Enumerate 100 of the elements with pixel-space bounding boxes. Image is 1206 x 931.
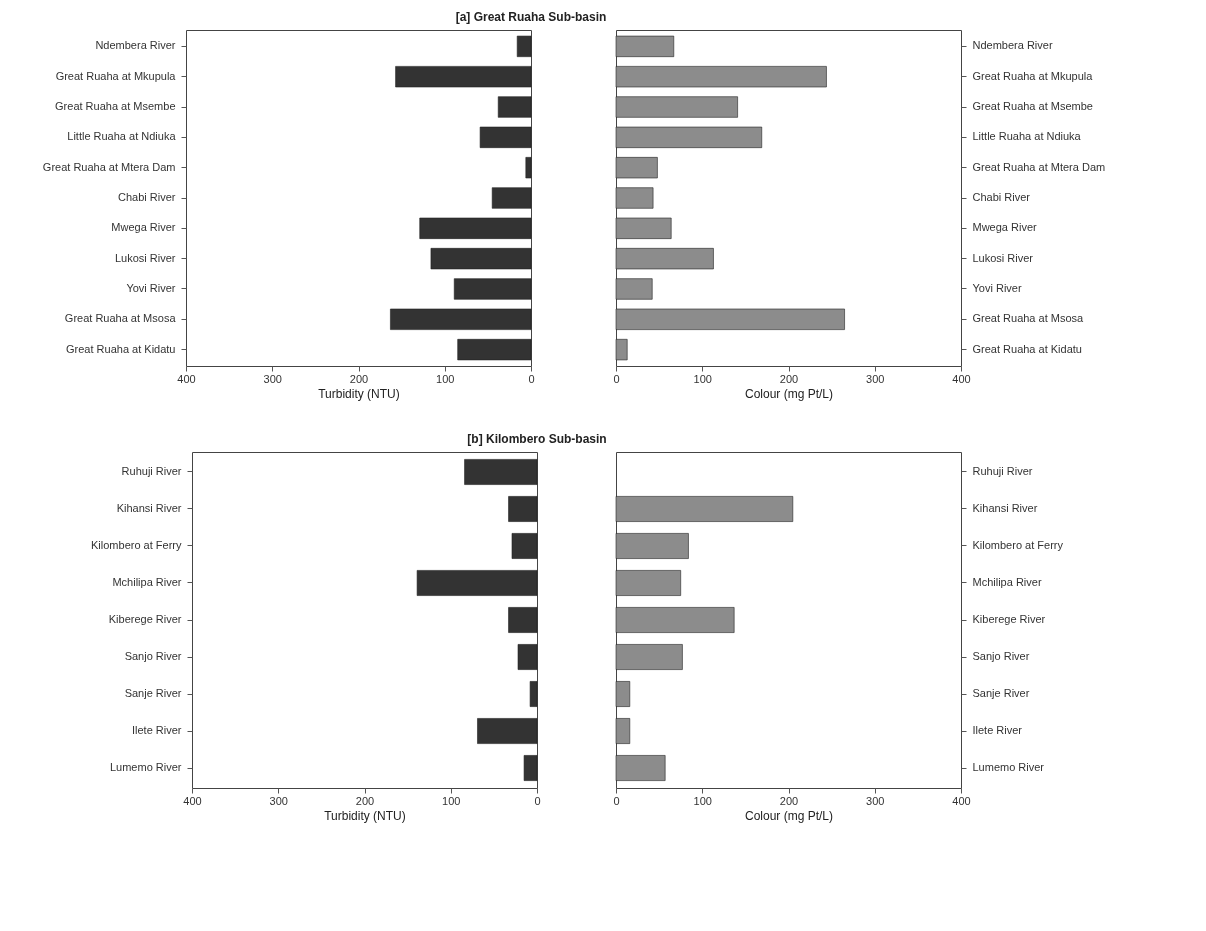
x-tick-label: 300	[263, 372, 282, 385]
bar	[615, 96, 738, 118]
y-tick-label: Chabi River	[972, 191, 1031, 203]
y-tick-label: Little Ruaha at Ndiuka	[67, 130, 177, 143]
bar	[615, 35, 675, 57]
y-tick-label: Great Ruaha at Mkupula	[55, 69, 177, 82]
x-tick-label: 100	[693, 794, 712, 807]
x-tick-label: 200	[779, 372, 799, 385]
chart-title: [b] Kilombero Sub-basin	[467, 432, 607, 446]
y-tick-label: Kihansi River	[972, 501, 1038, 514]
y-tick-label: Great Ruaha at Msembe	[55, 100, 176, 113]
y-tick-label: Ndembera River	[972, 39, 1053, 52]
y-tick-label: Mwega River	[972, 221, 1038, 234]
y-tick-label: Ndembera River	[95, 39, 176, 52]
y-tick-label: Ruhuji River	[121, 464, 182, 477]
y-tick-label: Mchilipa River	[112, 576, 182, 588]
x-tick-label: 300	[866, 794, 885, 807]
x-tick-label: 200	[355, 794, 375, 807]
bar	[615, 570, 681, 596]
bar	[430, 248, 532, 270]
bar	[615, 126, 763, 148]
bar	[615, 533, 689, 559]
x-tick-label: 400	[952, 372, 971, 385]
bar	[477, 718, 538, 744]
bar	[390, 308, 532, 330]
x-tick-label: 100	[436, 372, 455, 385]
y-tick-label: Chabi River	[118, 191, 176, 203]
y-tick-label: Mwega River	[111, 221, 176, 234]
bar	[615, 157, 658, 179]
y-tick-label: Great Ruaha at Mtera Dam	[972, 160, 1106, 173]
x-axis-title: Turbidity (NTU)	[318, 386, 400, 401]
y-tick-label: Yovi River	[126, 281, 176, 294]
bar	[416, 570, 538, 596]
bar	[615, 308, 845, 330]
bar	[615, 681, 631, 707]
x-tick-label: 400	[952, 794, 971, 807]
y-tick-label: Ilete River	[972, 724, 1023, 737]
bar	[615, 217, 672, 239]
x-axis-title: Turbidity (NTU)	[324, 808, 406, 823]
bar	[453, 278, 532, 300]
chart-title: [a] Great Ruaha Sub-basin	[455, 10, 607, 24]
bar	[615, 187, 654, 209]
bar	[479, 126, 532, 148]
bar	[464, 459, 538, 485]
bar	[516, 35, 532, 57]
bar	[615, 644, 683, 670]
bar	[395, 66, 532, 88]
bar	[508, 607, 538, 633]
x-tick-label: 200	[349, 372, 369, 385]
bar	[615, 496, 794, 522]
y-tick-label: Mchilipa River	[972, 576, 1042, 588]
bar	[525, 157, 532, 179]
y-tick-label: Great Ruaha at Kidatu	[66, 342, 176, 355]
y-tick-label: Yovi River	[972, 281, 1022, 294]
y-tick-label: Great Ruaha at Msembe	[972, 100, 1093, 113]
bar	[529, 681, 538, 707]
y-tick-label: Sanje River	[124, 687, 182, 700]
x-tick-label: 400	[183, 794, 202, 807]
bar	[615, 278, 653, 300]
y-tick-label: Lukosi River	[972, 251, 1034, 264]
bar	[615, 339, 628, 361]
y-tick-label: Little Ruaha at Ndiuka	[972, 130, 1082, 143]
y-tick-label: Kiberege River	[972, 613, 1046, 625]
y-tick-label: Kilombero at Ferry	[972, 538, 1064, 551]
y-tick-label: Sanjo River	[124, 650, 182, 662]
x-tick-label: 300	[866, 372, 885, 385]
y-tick-label: Kiberege River	[108, 613, 182, 625]
bar	[615, 755, 666, 781]
bar	[508, 496, 538, 522]
x-tick-label: 400	[177, 372, 196, 385]
x-tick-label: 100	[693, 372, 712, 385]
y-tick-label: Lumemo River	[109, 761, 182, 774]
y-tick-label: Great Ruaha at Msosa	[64, 312, 177, 325]
y-tick-label: Kilombero at Ferry	[91, 538, 182, 551]
y-tick-label: Sanje River	[972, 687, 1030, 700]
x-axis-title: Colour (mg Pt/L)	[744, 386, 834, 401]
x-tick-label: 0	[528, 372, 535, 385]
y-tick-label: Great Ruaha at Msosa	[972, 312, 1085, 325]
bar	[615, 607, 735, 633]
x-tick-label: 100	[442, 794, 461, 807]
bar	[511, 533, 538, 559]
bar	[497, 96, 532, 118]
y-tick-label: Lukosi River	[114, 251, 176, 264]
x-tick-label: 300	[269, 794, 288, 807]
bar	[615, 718, 631, 744]
y-tick-label: Ruhuji River	[972, 464, 1033, 477]
y-tick-label: Great Ruaha at Mkupula	[972, 69, 1094, 82]
y-tick-label: Ilete River	[131, 724, 182, 737]
y-tick-label: Lumemo River	[972, 761, 1045, 774]
bar	[419, 217, 532, 239]
bar	[615, 248, 714, 270]
x-axis-title: Colour (mg Pt/L)	[744, 808, 834, 823]
x-tick-label: 0	[534, 794, 541, 807]
y-tick-label: Sanjo River	[972, 650, 1030, 662]
x-tick-label: 200	[779, 794, 799, 807]
x-tick-label: 0	[613, 372, 620, 385]
bar	[615, 66, 827, 88]
x-tick-label: 0	[613, 794, 620, 807]
bar	[457, 339, 532, 361]
bar	[523, 755, 538, 781]
